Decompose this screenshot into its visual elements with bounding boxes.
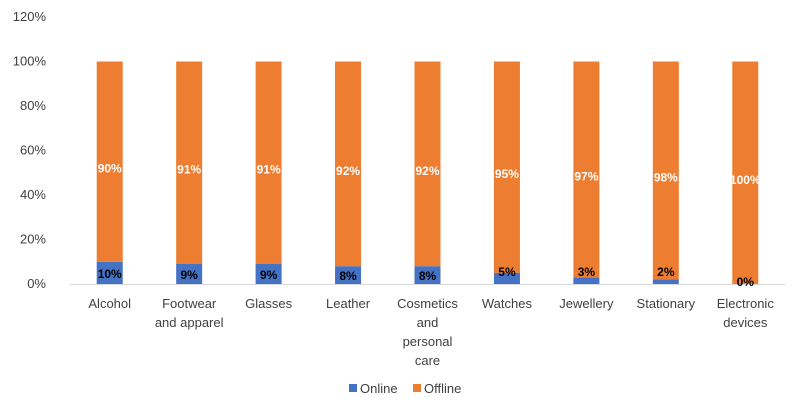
data-label-offline: 95% — [495, 167, 519, 181]
bar-segment-online — [493, 272, 520, 284]
y-axis: 0% 20% 40% 60% 80% 100% 120% — [13, 9, 47, 291]
x-category-label: Jewellery — [559, 296, 614, 311]
data-label-online: 5% — [498, 265, 516, 279]
x-category-label: devices — [723, 315, 768, 330]
bars — [96, 61, 759, 284]
y-tick-label: 100% — [13, 54, 47, 69]
bar-segment-offline — [493, 61, 520, 273]
legend: Online Offline — [349, 381, 461, 396]
data-label-online: 10% — [98, 267, 122, 281]
x-category-label: Stationary — [637, 296, 696, 311]
data-label-offline: 91% — [257, 163, 281, 177]
x-category-label: and — [417, 315, 439, 330]
data-labels: 10% 90% 9% 91% 9% 91% 8% 92% 8% 92% 5% 95% 3% 97% 2% 98… — [98, 162, 761, 289]
data-label-offline: 100% — [730, 173, 761, 187]
bar-segment-offline — [335, 61, 362, 267]
y-tick-label: 120% — [13, 9, 47, 24]
bar-segment-offline — [176, 61, 203, 264]
bar-segment-offline — [414, 61, 441, 267]
bar-segment-offline — [732, 61, 759, 284]
bar-segment-offline — [96, 61, 123, 262]
legend-swatch-online — [349, 384, 357, 392]
bar-segment-online — [652, 279, 679, 284]
data-label-offline: 91% — [177, 163, 201, 177]
data-label-online: 8% — [419, 269, 437, 283]
x-category-label: care — [415, 353, 440, 368]
data-label-online: 2% — [657, 265, 675, 279]
x-category-label: Electronic — [717, 296, 775, 311]
y-tick-label: 60% — [20, 143, 46, 158]
data-label-offline: 90% — [98, 162, 122, 176]
data-label-offline: 92% — [415, 164, 439, 178]
y-tick-label: 0% — [27, 276, 46, 291]
data-label-offline: 97% — [574, 169, 598, 183]
bar-segment-online — [335, 266, 362, 284]
bar-segment-online — [176, 263, 203, 284]
legend-label-offline: Offline — [424, 381, 461, 396]
x-category-label: Glasses — [245, 296, 292, 311]
bar-segment-offline — [652, 61, 679, 280]
bar-segment-offline — [255, 61, 282, 264]
legend-label-online: Online — [360, 381, 398, 396]
bar-segment-offline — [573, 61, 600, 278]
bar-segment-online — [255, 263, 282, 284]
data-label-offline: 98% — [654, 171, 678, 185]
data-label-offline: 92% — [336, 164, 360, 178]
x-category-label: Leather — [326, 296, 371, 311]
bar-segment-online — [414, 266, 441, 284]
x-category-label: Cosmetics — [397, 296, 458, 311]
data-label-online: 8% — [339, 269, 357, 283]
bar-segment-online — [573, 277, 600, 284]
x-category-label: personal — [403, 334, 453, 349]
data-label-online: 9% — [180, 268, 198, 282]
x-category-label: Alcohol — [88, 296, 131, 311]
y-tick-label: 80% — [20, 98, 46, 113]
data-label-online: 0% — [737, 275, 755, 289]
data-label-online: 9% — [260, 268, 278, 282]
legend-swatch-offline — [413, 384, 421, 392]
x-axis-category-labels: Alcohol Footwear and apparel Glasses Leather… — [88, 296, 774, 368]
x-category-label: Watches — [482, 296, 533, 311]
y-tick-label: 20% — [20, 232, 46, 247]
y-tick-label: 40% — [20, 187, 46, 202]
x-category-label: and apparel — [155, 315, 224, 330]
x-category-label: Footwear — [162, 296, 217, 311]
bar-segment-online — [96, 261, 123, 284]
data-label-online: 3% — [578, 265, 596, 279]
